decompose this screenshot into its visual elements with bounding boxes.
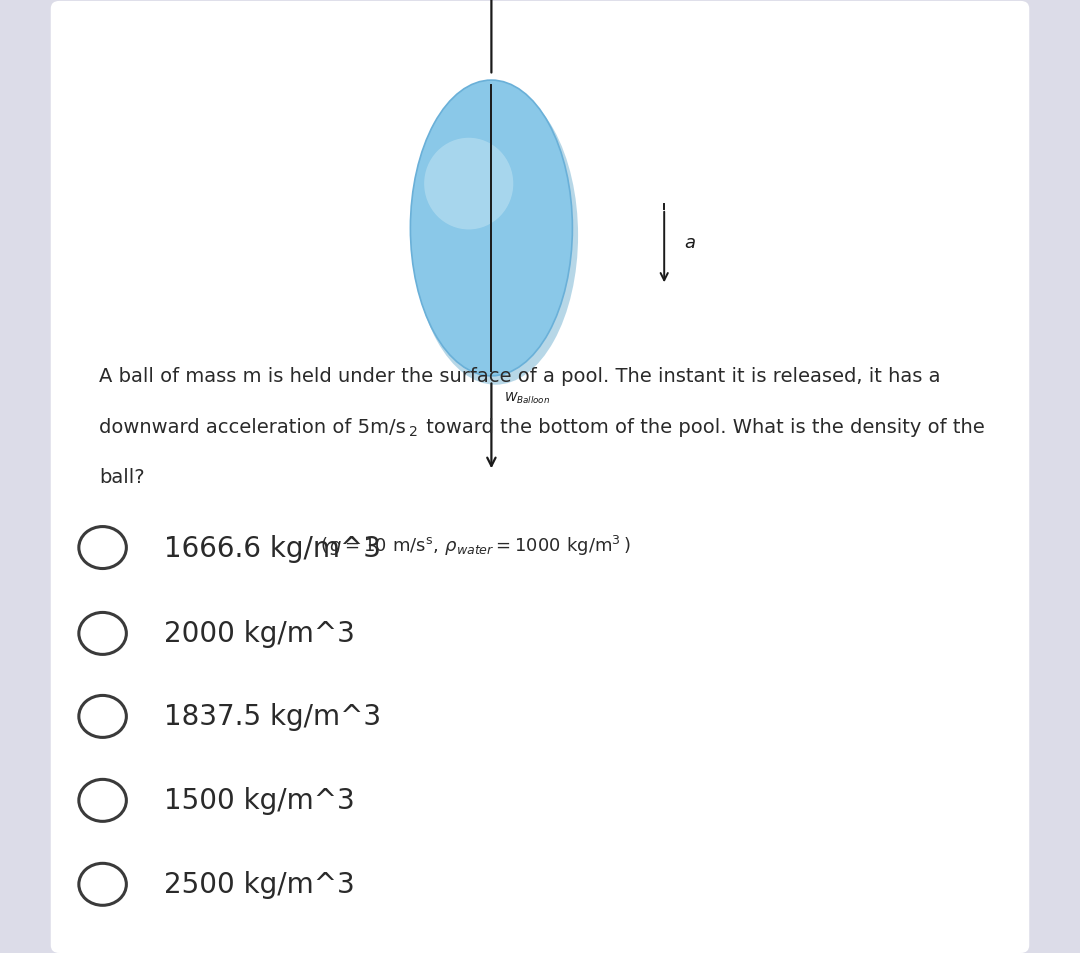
Text: 2500 kg/m^3: 2500 kg/m^3 bbox=[164, 870, 355, 899]
Text: toward the bottom of the pool. What is the density of the: toward the bottom of the pool. What is t… bbox=[420, 417, 985, 436]
Text: 1666.6 kg/m^3: 1666.6 kg/m^3 bbox=[164, 534, 381, 562]
Ellipse shape bbox=[413, 87, 578, 385]
Ellipse shape bbox=[424, 138, 513, 231]
Text: A ball of mass m is held under the surface of a pool. The instant it is released: A ball of mass m is held under the surfa… bbox=[99, 367, 941, 386]
Text: $(\,g = 10\ \mathrm{m/s^s},\,\rho_{water} = 1000\ \mathrm{kg/m^3}\,)$: $(\,g = 10\ \mathrm{m/s^s},\,\rho_{water… bbox=[320, 534, 631, 558]
Text: 2: 2 bbox=[409, 424, 418, 438]
FancyBboxPatch shape bbox=[51, 2, 1029, 953]
Text: 1837.5 kg/m^3: 1837.5 kg/m^3 bbox=[164, 702, 381, 731]
Text: 1500 kg/m^3: 1500 kg/m^3 bbox=[164, 786, 355, 815]
Text: ball?: ball? bbox=[99, 468, 145, 487]
Text: $W_{Balloon}$: $W_{Balloon}$ bbox=[504, 391, 551, 406]
Text: downward acceleration of 5m/s: downward acceleration of 5m/s bbox=[99, 417, 406, 436]
Text: 2000 kg/m^3: 2000 kg/m^3 bbox=[164, 619, 355, 648]
Text: $a$: $a$ bbox=[684, 234, 696, 252]
Ellipse shape bbox=[410, 81, 572, 376]
